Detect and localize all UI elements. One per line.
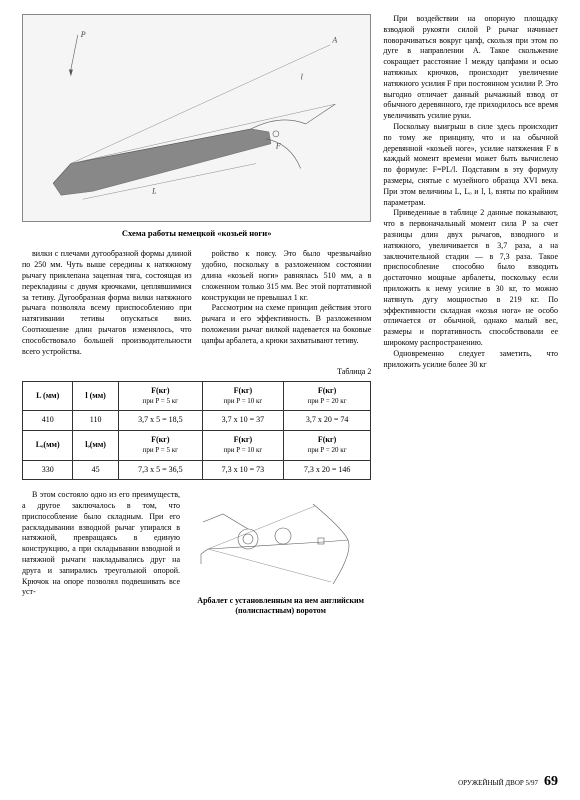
label-F: F <box>275 142 281 151</box>
td: 7,3 x 20 = 146 <box>283 460 370 480</box>
left-area: P L l F A Схема работы немецкой «козьей … <box>22 14 371 788</box>
bottom-text-p: В этом состояло одно из его преимуществ,… <box>22 490 180 598</box>
crossbow-figure: Арбалет с установленным на нем английски… <box>190 490 371 788</box>
th: F(кг)при P = 20 кг <box>283 382 370 411</box>
th: F(кг)при P = 10 кг <box>202 382 283 411</box>
two-column-text: вилки с плечами дугообразной формы длино… <box>22 249 371 357</box>
th: F(кг)при P = 5 кг <box>118 431 202 460</box>
td: 3,7 x 20 = 74 <box>283 411 370 431</box>
col-left-p1: вилки с плечами дугообразной формы длино… <box>22 249 192 357</box>
label-P: P <box>80 30 86 39</box>
th: F(кг)при P = 20 кг <box>283 431 370 460</box>
td: 7,3 x 10 = 73 <box>202 460 283 480</box>
bottom-row: В этом состояло одно из его преимуществ,… <box>22 490 371 788</box>
page-footer: ОРУЖЕЙНЫЙ ДВОР 5/97 69 <box>458 773 558 792</box>
right-p2: Поскольку выигрыш в силе здесь происходи… <box>383 122 558 208</box>
page-container: P L l F A Схема работы немецкой «козьей … <box>0 0 580 800</box>
th: Lₒ(мм) <box>23 431 73 460</box>
td: 45 <box>73 460 118 480</box>
col-right-p1: ройство к поясу. Это было чрезвычайно уд… <box>202 249 372 303</box>
th: l (мм) <box>73 382 118 411</box>
right-p1: При воздействии на опорную площадку взво… <box>383 14 558 122</box>
page-number: 69 <box>544 773 558 792</box>
td: 410 <box>23 411 73 431</box>
th: F(кг)при P = 10 кг <box>202 431 283 460</box>
right-column: При воздействии на опорную площадку взво… <box>383 14 558 788</box>
td: 7,3 x 5 = 36,5 <box>118 460 202 480</box>
label-L: L <box>151 186 157 195</box>
th: lₒ(мм) <box>73 431 118 460</box>
td: 3,7 x 5 = 18,5 <box>118 411 202 431</box>
table-caption: Таблица 2 <box>22 367 371 378</box>
right-p4: Одновременно следует заметить, что прило… <box>383 349 558 371</box>
label-l: l <box>301 72 304 81</box>
label-A: A <box>331 36 337 45</box>
th: F(кг)при P = 5 кг <box>118 382 202 411</box>
footer-text: ОРУЖЕЙНЫЙ ДВОР 5/97 <box>458 779 538 788</box>
crossbow-caption: Арбалет с установленным на нем английски… <box>197 596 364 615</box>
th: L (мм) <box>23 382 73 411</box>
right-p3: Приведенные в таблице 2 данные показываю… <box>383 208 558 348</box>
diagram-caption: Схема работы немецкой «козьей ноги» <box>22 228 371 239</box>
col-right-p2: Рассмотрим на схеме принцип действия это… <box>202 303 372 346</box>
td: 330 <box>23 460 73 480</box>
mechanism-diagram: P L l F A <box>22 14 371 222</box>
td: 3,7 x 10 = 37 <box>202 411 283 431</box>
td: 110 <box>73 411 118 431</box>
force-table: L (мм) l (мм) F(кг)при P = 5 кг F(кг)при… <box>22 381 371 480</box>
